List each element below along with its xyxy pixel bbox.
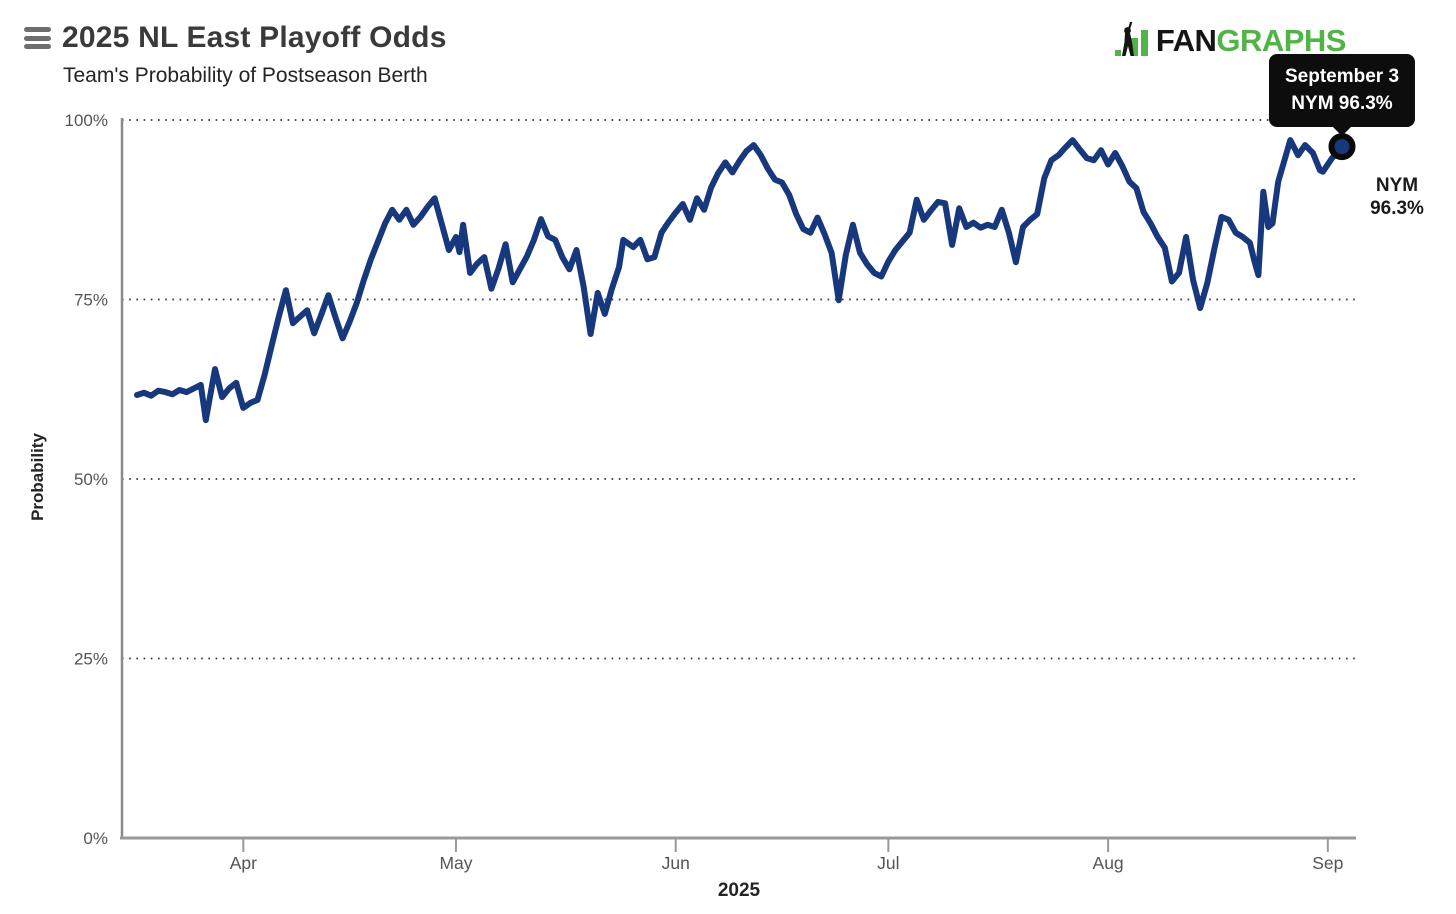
x-tick-label-May: May <box>439 853 472 873</box>
y-tick-label-100: 100% <box>65 111 108 130</box>
chart-tooltip: September 3 NYM 96.3% <box>1268 54 1416 136</box>
x-tick-label-Aug: Aug <box>1093 853 1124 873</box>
logo-graphs-text: GRAPHS <box>1216 23 1346 58</box>
x-tick-label-Apr: Apr <box>230 853 257 873</box>
x-axis-title: 2025 <box>717 880 761 901</box>
tooltip-value: NYM 96.3% <box>1291 93 1393 114</box>
series-line-nym[interactable] <box>134 137 1345 424</box>
x-tick-label-Jun: Jun <box>662 853 690 873</box>
page-subtitle: Team's Probability of Postseason Berth <box>63 64 428 87</box>
x-tick-label-Sep: Sep <box>1312 853 1343 873</box>
logo-fan-text: FAN <box>1155 23 1217 58</box>
last-point-marker[interactable] <box>1328 133 1356 161</box>
x-tick-label-Jul: Jul <box>877 853 899 873</box>
y-tick-label-75: 75% <box>74 291 108 310</box>
end-label-value: 96.3% <box>1370 197 1424 219</box>
tooltip-pointer <box>1331 126 1352 136</box>
fangraphs-batter-icon <box>1114 22 1148 56</box>
fangraphs-logo[interactable]: FANGRAPHS <box>1114 22 1346 58</box>
tooltip-date: September 3 <box>1284 66 1400 87</box>
series-end-label: NYM 96.3% <box>1352 174 1442 220</box>
y-axis-title: Probability <box>28 433 47 521</box>
y-tick-label-50: 50% <box>74 470 108 489</box>
fangraphs-wordmark: FANGRAPHS <box>1155 23 1347 58</box>
page-title: 2025 NL East Playoff Odds <box>62 21 447 54</box>
y-tick-label-25: 25% <box>74 650 108 669</box>
end-label-team: NYM <box>1375 174 1419 196</box>
y-tick-label-0: 0% <box>83 829 108 848</box>
hamburger-menu-icon[interactable] <box>24 27 51 49</box>
